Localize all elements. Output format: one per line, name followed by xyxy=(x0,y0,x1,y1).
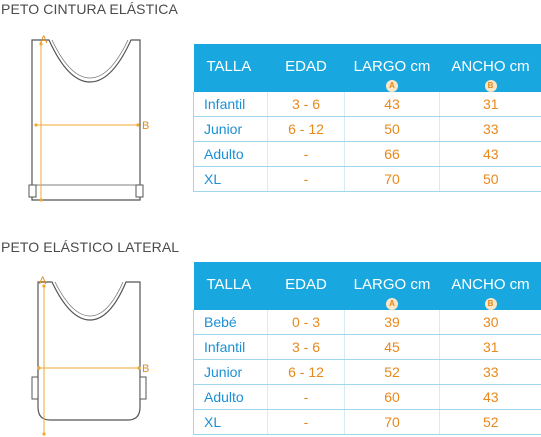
table-row: Infantil 3 - 6 45 31 xyxy=(193,334,541,360)
cell-talla: XL xyxy=(193,409,268,435)
cell-ancho: 33 xyxy=(439,116,541,142)
header-talla: TALLA xyxy=(193,262,268,310)
cell-ancho: 43 xyxy=(439,384,541,410)
header-ancho: ANCHO cm B xyxy=(439,44,541,92)
cell-talla: Bebé xyxy=(193,310,268,335)
cell-edad: 6 - 12 xyxy=(267,116,345,142)
cell-ancho: 52 xyxy=(439,409,541,435)
header-edad: EDAD xyxy=(267,262,345,310)
table-row: XL - 70 50 xyxy=(193,166,541,192)
cell-ancho: 31 xyxy=(439,334,541,360)
header-largo: LARGO cm A xyxy=(344,262,440,310)
cell-edad: 3 - 6 xyxy=(267,334,345,360)
cell-largo: 52 xyxy=(344,359,440,385)
cell-largo: 60 xyxy=(344,384,440,410)
cell-edad: - xyxy=(267,141,345,167)
measure-label-b: B xyxy=(142,120,149,132)
cell-largo: 70 xyxy=(344,166,440,192)
cell-largo: 39 xyxy=(344,310,440,335)
cell-talla: Junior xyxy=(193,116,268,142)
measure-label-a: A xyxy=(39,275,47,287)
size-table-cintura-elastica: TALLA EDAD LARGO cm A ANCHO cm B Infantil … xyxy=(193,44,541,192)
header-ancho: ANCHO cm B xyxy=(439,262,541,310)
cell-largo: 66 xyxy=(344,141,440,167)
cell-talla: Adulto xyxy=(193,141,268,167)
cell-largo: 45 xyxy=(344,334,440,360)
cell-edad: - xyxy=(267,166,345,192)
size-table-elastico-lateral: TALLA EDAD LARGO cm A ANCHO cm B Bebé 0 - … xyxy=(193,262,541,435)
table-header-row: TALLA EDAD LARGO cm A ANCHO cm B xyxy=(193,44,541,92)
table-row: Adulto - 66 43 xyxy=(193,141,541,167)
cell-largo: 43 xyxy=(344,92,440,117)
cell-talla: Infantil xyxy=(193,92,268,117)
header-edad: EDAD xyxy=(267,44,345,92)
table-row: Junior 6 - 12 50 33 xyxy=(193,116,541,142)
cell-edad: - xyxy=(267,409,345,435)
vest-outline xyxy=(31,39,141,201)
vest-side-strap-right xyxy=(139,376,147,400)
badge-a: A xyxy=(386,298,398,310)
cell-talla: Junior xyxy=(193,359,268,385)
measure-label-a: A xyxy=(40,34,48,46)
vest-collar-inner xyxy=(54,281,124,317)
table-row: Adulto - 60 43 xyxy=(193,384,541,410)
cell-talla: Adulto xyxy=(193,384,268,410)
vest-side-strap-left xyxy=(31,376,39,400)
header-talla: TALLA xyxy=(193,44,268,92)
cell-edad: - xyxy=(267,384,345,410)
vest-outline xyxy=(37,281,141,421)
cell-talla: Infantil xyxy=(193,334,268,360)
vest-tab-right xyxy=(135,184,144,198)
vest-diagram-cintura-elastica: A B xyxy=(28,34,149,202)
cell-talla: XL xyxy=(193,166,268,192)
table-row: XL - 70 52 xyxy=(193,409,541,435)
section-title-cintura-elastica: PETO CINTURA ELÁSTICA xyxy=(1,1,178,17)
badge-b: B xyxy=(484,80,497,92)
table-row: Junior 6 - 12 52 33 xyxy=(193,359,541,385)
badge-a: A xyxy=(386,80,398,92)
cell-largo: 50 xyxy=(344,116,440,142)
vest-diagram-elastico-lateral: A B xyxy=(31,275,149,436)
cell-ancho: 50 xyxy=(439,166,541,192)
section-title-elastico-lateral: PETO ELÁSTICO LATERAL xyxy=(1,239,180,255)
cell-ancho: 43 xyxy=(439,141,541,167)
cell-largo: 70 xyxy=(344,409,440,435)
cell-edad: 3 - 6 xyxy=(267,92,345,117)
measure-label-b: B xyxy=(142,363,149,375)
header-largo: LARGO cm A xyxy=(344,44,440,92)
table-header-row: TALLA EDAD LARGO cm A ANCHO cm B xyxy=(193,262,541,310)
cell-ancho: 33 xyxy=(439,359,541,385)
vest-collar-inner xyxy=(51,39,129,79)
table-row: Infantil 3 - 6 43 31 xyxy=(193,92,541,117)
table-row: Bebé 0 - 3 39 30 xyxy=(193,310,541,335)
cell-edad: 6 - 12 xyxy=(267,359,345,385)
cell-ancho: 30 xyxy=(439,310,541,335)
cell-ancho: 31 xyxy=(439,92,541,117)
vest-tab-left xyxy=(28,184,37,198)
badge-b: B xyxy=(484,298,497,310)
cell-edad: 0 - 3 xyxy=(267,310,345,335)
